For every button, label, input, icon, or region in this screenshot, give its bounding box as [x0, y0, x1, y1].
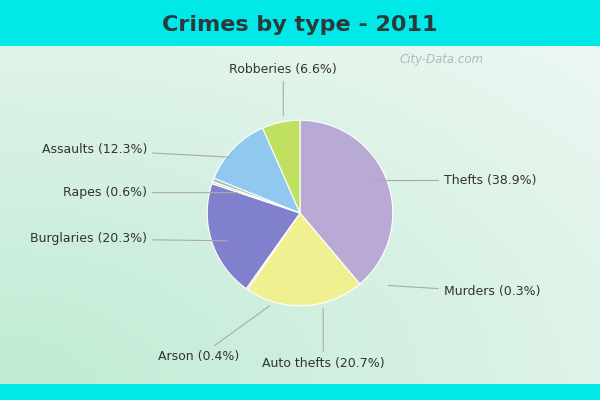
Text: Auto thefts (20.7%): Auto thefts (20.7%) — [262, 308, 385, 370]
Text: Assaults (12.3%): Assaults (12.3%) — [41, 144, 230, 157]
Text: Arson (0.4%): Arson (0.4%) — [158, 306, 270, 363]
Wedge shape — [248, 213, 360, 306]
Wedge shape — [246, 213, 300, 290]
Wedge shape — [212, 182, 300, 213]
Text: Thefts (38.9%): Thefts (38.9%) — [373, 174, 536, 187]
Wedge shape — [207, 184, 300, 289]
Wedge shape — [213, 178, 300, 213]
Wedge shape — [300, 120, 393, 284]
Text: City-Data.com: City-Data.com — [400, 54, 484, 66]
Text: Robberies (6.6%): Robberies (6.6%) — [229, 63, 337, 116]
Text: Burglaries (20.3%): Burglaries (20.3%) — [30, 232, 227, 246]
Text: Crimes by type - 2011: Crimes by type - 2011 — [162, 15, 438, 35]
Text: Rapes (0.6%): Rapes (0.6%) — [63, 186, 237, 199]
Wedge shape — [263, 120, 300, 213]
Wedge shape — [214, 128, 300, 213]
Text: Murders (0.3%): Murders (0.3%) — [388, 285, 541, 298]
